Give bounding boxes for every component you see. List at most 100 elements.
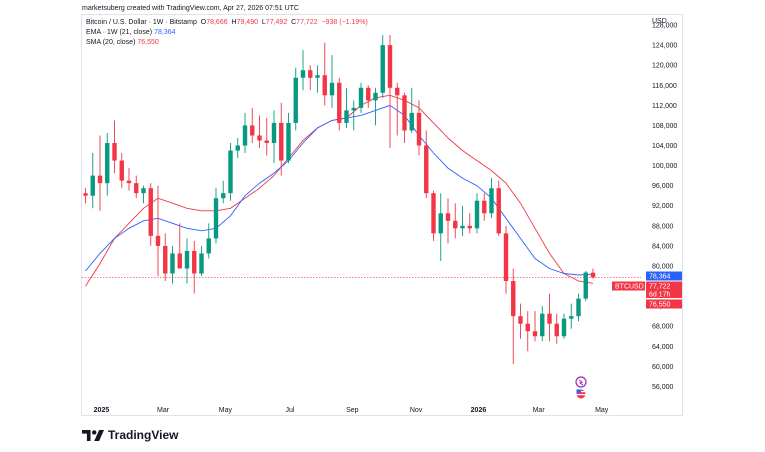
low-label: L — [261, 19, 266, 26]
candle-body — [431, 193, 436, 234]
y-tick-label: 84,000 — [652, 243, 674, 250]
candle-body — [583, 272, 588, 299]
candle — [235, 137, 240, 159]
candle-body — [496, 188, 501, 234]
candle — [409, 87, 414, 133]
candle-body — [293, 77, 298, 123]
x-tick-label: Sep — [346, 407, 359, 414]
candle — [445, 198, 451, 244]
candle-body — [228, 150, 233, 194]
x-tick-label: May — [595, 407, 609, 414]
symbol-title: Bitcoin / U.S. Dollar · 1W · Bitstamp — [86, 19, 197, 26]
symbol-price-tag: BTCUSD — [612, 281, 645, 291]
y-tick-label: 112,000 — [652, 103, 677, 110]
y-tick-label: 88,000 — [652, 223, 674, 230]
candle — [402, 92, 407, 143]
candle-body — [503, 233, 509, 282]
candle — [424, 130, 429, 199]
candle-body — [511, 281, 516, 317]
high-value: 79,490 — [236, 19, 258, 26]
ema-price-tag-text: 78,364 — [649, 274, 671, 281]
flag-icon-canton — [576, 389, 581, 393]
candle — [329, 55, 335, 108]
candle — [90, 153, 95, 209]
candle-body — [576, 298, 581, 317]
countdown-tag-text: 6d 17h — [649, 292, 671, 299]
sma-price-tag-bg — [646, 299, 682, 309]
candle — [431, 190, 436, 241]
y-tick-label: 116,000 — [652, 83, 677, 90]
candle-body — [90, 175, 95, 196]
candle-body — [250, 125, 255, 136]
candle — [112, 120, 117, 174]
y-tick-label: 120,000 — [652, 63, 677, 70]
candle-body — [199, 253, 204, 274]
candle-body — [322, 75, 327, 96]
candle — [489, 178, 494, 219]
candle — [561, 313, 567, 339]
candle — [192, 240, 197, 294]
y-tick-label: 92,000 — [652, 203, 674, 210]
candle-body — [416, 112, 422, 146]
candle-body — [540, 313, 545, 337]
sma-row: SMA (20, close) 76,550 — [86, 38, 368, 48]
candle-body — [387, 45, 393, 88]
candle-body — [308, 70, 313, 78]
candle-body — [286, 122, 291, 161]
candle — [569, 303, 574, 329]
candle-body — [409, 112, 414, 131]
candle-body — [561, 318, 567, 337]
ema-label: EMA · 1W (21, close) — [86, 29, 153, 36]
candle — [286, 112, 291, 164]
close-price-tag-bg — [646, 281, 682, 291]
currency-label[interactable]: USD — [652, 18, 667, 25]
candle — [540, 306, 545, 342]
candle-body — [329, 82, 335, 96]
candle-body — [525, 323, 530, 332]
tradingview-logo: TradingView — [82, 428, 178, 442]
candle-body — [569, 316, 574, 319]
alert-icon-ring — [575, 376, 587, 388]
candle — [503, 225, 509, 294]
candle-body — [192, 250, 197, 274]
ema-price-tag-bg — [646, 271, 682, 281]
candle — [308, 65, 313, 91]
candle — [242, 112, 248, 154]
candle-body — [351, 107, 356, 111]
x-tick-label: Jul — [285, 407, 294, 414]
sma-label: SMA (20, close) — [86, 39, 136, 46]
candle — [322, 42, 327, 106]
alert-icon — [575, 376, 587, 388]
candle-body — [126, 180, 132, 184]
candle — [532, 311, 538, 342]
candle-body — [264, 140, 269, 143]
candle-body — [271, 122, 277, 143]
candle — [300, 50, 306, 91]
candle — [576, 293, 581, 322]
y-tick-label: 64,000 — [652, 344, 674, 351]
candle — [351, 100, 356, 131]
chart-legend: Bitcoin / U.S. Dollar · 1W · Bitstamp O7… — [86, 18, 368, 48]
candle-body — [518, 316, 523, 324]
candle-body — [395, 87, 400, 96]
candle-body — [380, 45, 385, 93]
x-tick-label: Nov — [410, 407, 423, 414]
candle-body — [554, 323, 559, 337]
candle-body — [467, 225, 472, 229]
x-tick-label: May — [219, 407, 233, 414]
low-value: 77,492 — [265, 19, 288, 26]
candle — [83, 188, 88, 204]
candle — [511, 268, 516, 364]
y-tick-label: 60,000 — [652, 364, 674, 371]
candle-body — [97, 175, 103, 184]
y-tick-label: 108,000 — [652, 123, 677, 130]
close-price-tag-text: 77,722 — [649, 284, 671, 291]
candle — [358, 82, 364, 113]
candle — [416, 100, 422, 156]
candle — [170, 245, 175, 284]
close-label: C — [291, 19, 297, 26]
candle-body — [170, 253, 175, 274]
candle-body — [344, 110, 349, 123]
y-tick-label: 68,000 — [652, 324, 674, 331]
